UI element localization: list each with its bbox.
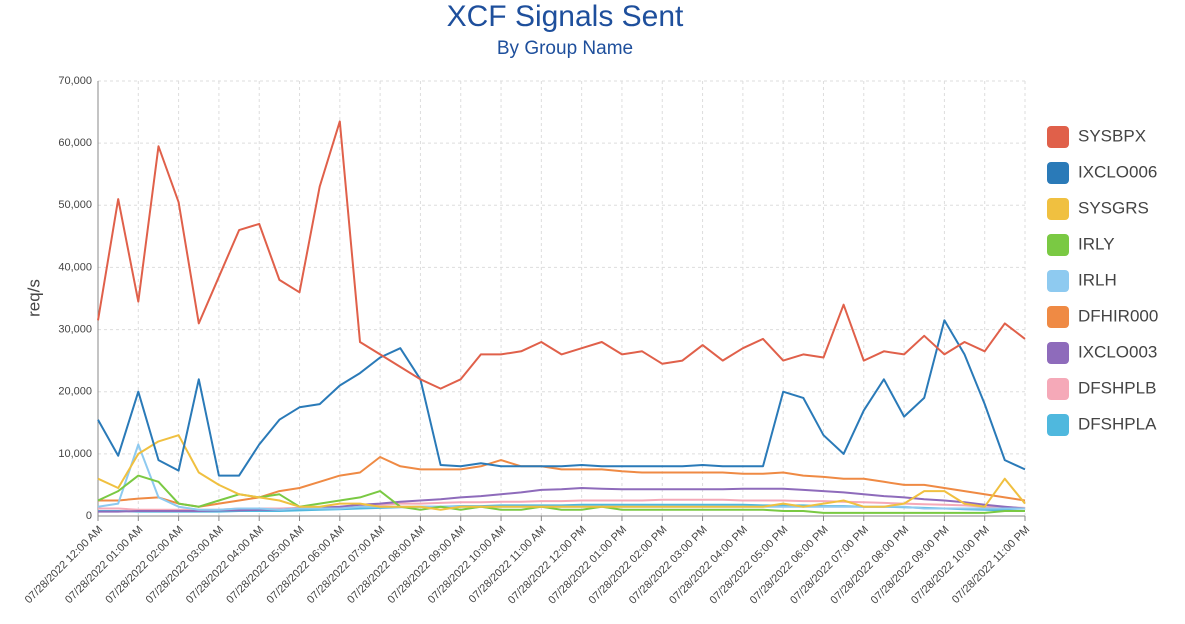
x-tick-label: 07/28/2022 09:00 AM [385,524,467,606]
x-tick-label: 07/28/2022 06:00 AM [265,524,347,606]
legend-label: IRLY [1078,234,1115,253]
y-tick-label: 30,000 [58,323,92,335]
y-tick-label: 60,000 [58,137,92,149]
y-tick-label: 40,000 [58,261,92,273]
x-tick-label: 07/28/2022 02:00 PM [587,524,670,607]
x-tick-label: 07/28/2022 08:00 AM [345,524,427,606]
y-tick-label: 70,000 [58,75,92,87]
legend-label: IXCLO006 [1078,162,1157,181]
legend-swatch [1047,126,1069,148]
legend-swatch [1047,198,1069,220]
legend-label: DFSHPLA [1078,414,1157,433]
legend-swatch [1047,270,1069,292]
legend-label: DFHIR000 [1078,306,1158,325]
legend-swatch [1047,378,1069,400]
x-tick-label: 07/28/2022 07:00 PM [788,524,871,607]
legend-label: SYSBPX [1078,126,1146,145]
x-tick-label: 07/28/2022 01:00 PM [546,524,629,607]
y-tick-label: 20,000 [58,386,92,398]
series-line [98,487,1026,513]
x-tick-label: 07/28/2022 09:00 PM [869,524,952,607]
legend-label: DFSHPLB [1078,378,1156,397]
series-line [97,120,1026,390]
x-tick-label: 07/28/2022 04:00 AM [184,524,266,606]
x-tick-label: 07/28/2022 01:00 AM [63,524,145,606]
x-tick-label: 07/28/2022 08:00 PM [828,524,911,607]
y-tick-label: 10,000 [58,448,92,460]
series-line [98,456,1026,508]
legend-swatch [1047,306,1069,328]
x-tick-label: 07/28/2022 03:00 PM [627,524,710,607]
legend-swatch [1047,414,1069,436]
legend-swatch [1047,162,1069,184]
x-tick-label: 07/28/2022 10:00 AM [426,524,508,606]
y-axis-title: req/s [24,279,43,317]
x-tick-label: 07/28/2022 11:00 AM [467,524,549,606]
series-line [97,319,1026,477]
legend-label: IXCLO003 [1078,342,1157,361]
x-tick-label: 07/28/2022 10:00 PM [909,524,992,607]
y-tick-label: 0 [86,510,92,522]
legend-label: SYSGRS [1078,198,1149,217]
x-tick-label: 07/28/2022 02:00 AM [103,524,185,606]
legend-swatch [1047,234,1069,256]
y-tick-label: 50,000 [58,199,92,211]
chart-title: XCF Signals Sent [447,0,684,33]
series-line [97,434,1026,511]
x-tick-label: 07/28/2022 11:00 PM [950,524,1032,606]
x-tick-label: 07/28/2022 05:00 PM [707,524,790,607]
legend-swatch [1047,342,1069,364]
x-tick-label: 07/28/2022 07:00 AM [305,524,387,606]
chart-subtitle: By Group Name [497,38,633,59]
x-tick-label: 07/28/2022 05:00 AM [224,524,306,606]
legend-label: IRLH [1078,270,1117,289]
x-tick-label: 07/28/2022 04:00 PM [667,524,750,607]
x-tick-label: 07/28/2022 03:00 AM [144,524,226,606]
x-tick-label: 07/28/2022 12:00 PM [506,524,589,607]
x-tick-label: 07/28/2022 06:00 PM [748,524,831,607]
x-tick-label: 07/28/2022 12:00 AM [23,524,105,606]
